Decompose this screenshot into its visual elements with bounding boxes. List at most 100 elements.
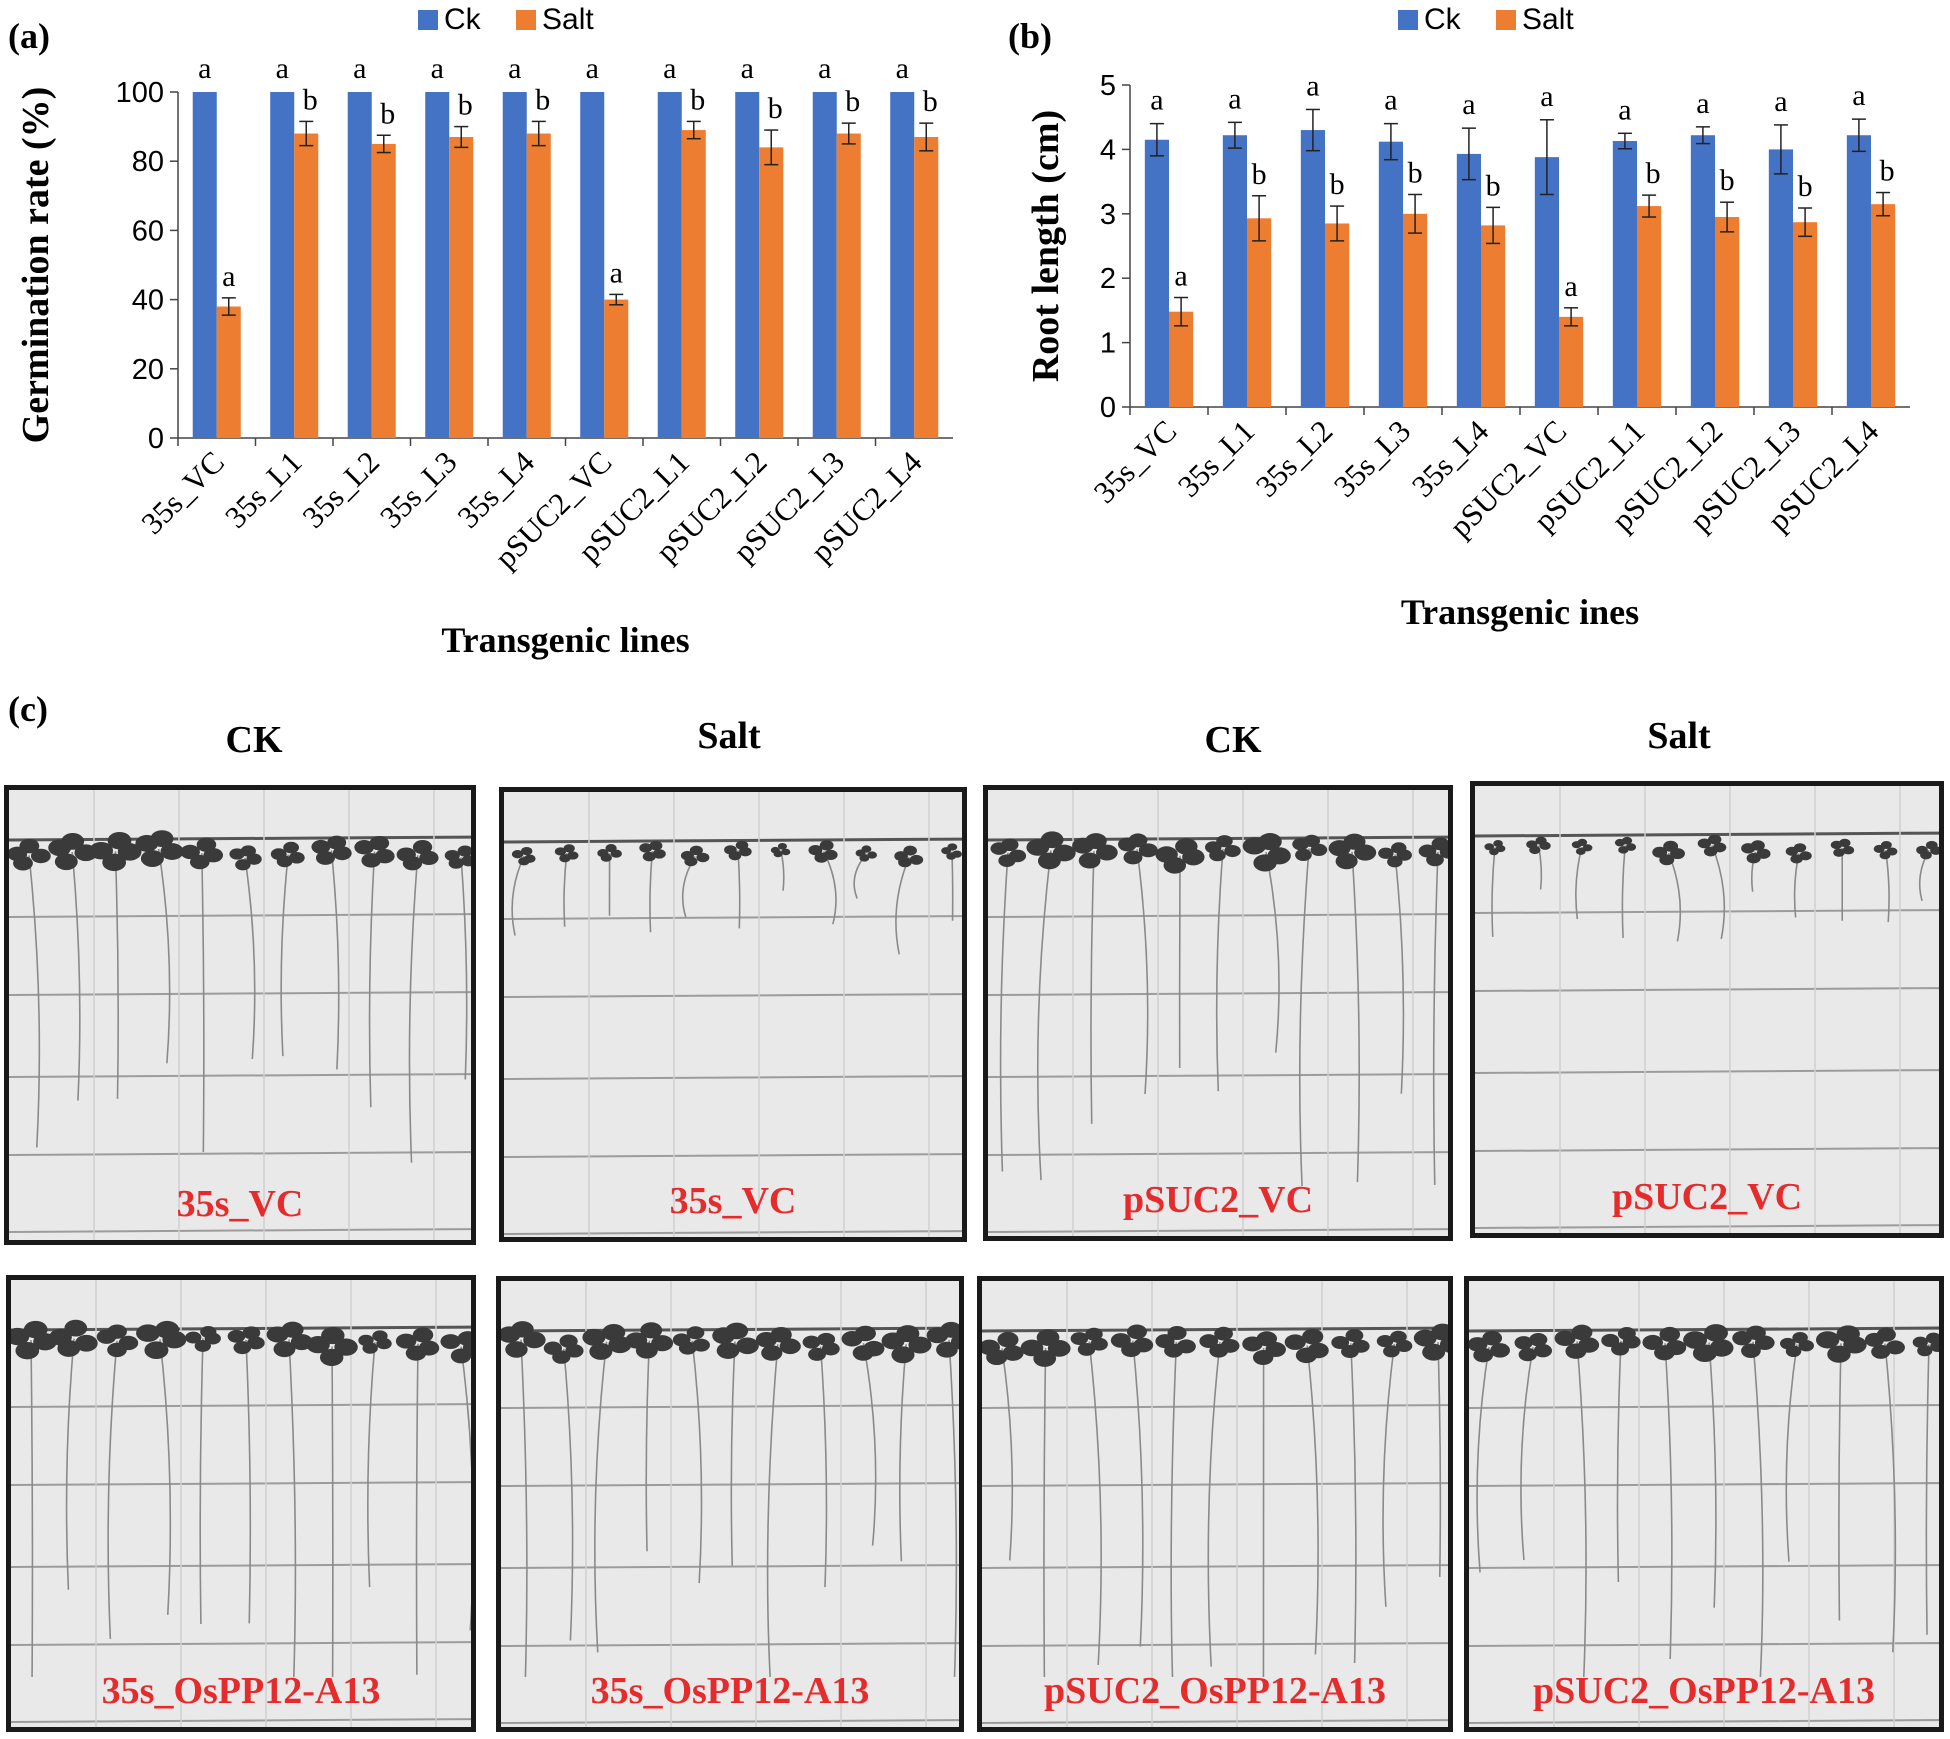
col-head-3: CK [1204, 719, 1262, 761]
bar-ck-pSUC2_L1 [657, 92, 682, 438]
seedling-leaf [625, 1332, 648, 1349]
seedling-leaf [1469, 1337, 1488, 1352]
seedling-leaf [1493, 839, 1503, 848]
seedling-root [1785, 1344, 1798, 1562]
seedling-leaf [777, 842, 787, 850]
sig-letter: a [818, 52, 831, 85]
seedling-leaf [107, 1342, 127, 1358]
seedling-leaf [1879, 851, 1891, 860]
bar-salt-pSUC2_VC [1559, 316, 1584, 407]
seedling-leaf [1002, 1345, 1024, 1361]
seedling-leaf [1746, 1325, 1766, 1341]
seedling-leaf [692, 1338, 710, 1352]
chart-a: (a) Ck Salt 0 20 40 60 80 100 Germination rate (%… [8, 3, 953, 660]
bar-salt-35s_VC [216, 306, 241, 438]
seedling-leaf [1621, 836, 1633, 845]
seedling-leaf [1413, 1329, 1437, 1347]
seedling-leaf [288, 851, 305, 864]
seedling-leaf [240, 845, 256, 857]
sig-letter: a [1306, 69, 1319, 102]
seedling-leaf [361, 853, 382, 868]
plate-grid-line [504, 837, 962, 844]
seedling-leaf [808, 1347, 826, 1361]
seedling-leaf [867, 851, 878, 859]
seedling-root [563, 1348, 574, 1641]
seedling-root [1170, 1341, 1178, 1678]
plate-grid-line [9, 1073, 471, 1078]
seedling-leaf [1256, 1331, 1278, 1347]
bar-ck-35s_L3 [425, 92, 450, 438]
seedling-leaf [1535, 836, 1547, 845]
seedling-root [819, 1346, 828, 1588]
plate-grid-line [501, 1564, 959, 1569]
seedling-leaf [1378, 847, 1394, 859]
seedling-leaf [1827, 1345, 1851, 1363]
seedling-leaf [1529, 1333, 1548, 1347]
seedling-leaf [936, 1341, 958, 1358]
legend-swatch-salt [1496, 10, 1516, 30]
seedling-leaf [1295, 1347, 1318, 1364]
seedling-leaf [1310, 843, 1328, 857]
seedling-root [1350, 1343, 1357, 1664]
seedling-root [1207, 1341, 1221, 1667]
sig-letter: b [1720, 164, 1735, 197]
photo-ck-psuc2-ospp12: pSUC2_OsPP12-A13 [977, 1276, 1453, 1732]
seedling-root [594, 1341, 608, 1653]
seedling-root [244, 857, 256, 1059]
seedling-leaf [817, 1332, 836, 1346]
bar-salt-35s_L4 [1481, 225, 1506, 407]
photo-salt-psuc2-ospp12: pSUC2_OsPP12-A13 [1464, 1276, 1944, 1732]
plate-grid-line [1475, 831, 1939, 838]
bar-salt-35s_L2 [371, 143, 396, 438]
seedling-leaf [1302, 1328, 1324, 1345]
plate-grid-line [11, 1403, 471, 1408]
plate-grid-line [988, 1228, 1448, 1233]
seedling-leaf [781, 848, 791, 856]
plate-grid-line [504, 1153, 962, 1158]
seedling-leaf [735, 840, 749, 850]
sig-letter: a [663, 52, 676, 85]
seedling-root [1265, 851, 1280, 1053]
seedling-root [30, 1339, 34, 1678]
seedling-leaf [1345, 1328, 1364, 1342]
sig-letter: b [303, 83, 318, 116]
seedling-leaf [372, 1330, 388, 1342]
plate-grid-line [9, 991, 471, 996]
seedling-leaf [696, 852, 710, 863]
plate-grid-line [1469, 1642, 1939, 1647]
seedling-leaf [1571, 1324, 1593, 1341]
seedling-leaf [1490, 1343, 1510, 1358]
seedling-leaf [563, 844, 575, 853]
seedling-leaf [689, 845, 703, 856]
seedling-root [114, 851, 120, 1099]
seedling-leaf [1376, 1335, 1394, 1348]
y-tick-label: 5 [1100, 70, 1116, 102]
col-head-4: Salt [1647, 715, 1711, 757]
seedling-leaf [354, 840, 375, 855]
seedling-leaf [319, 1348, 344, 1367]
bar-ck-35s_L2 [1300, 130, 1325, 407]
legend-swatch-salt [516, 10, 536, 30]
seedling-leaf [273, 1341, 296, 1358]
bar-salt-35s_L1 [1247, 218, 1272, 407]
seedling-root [1667, 852, 1682, 942]
seedling-leaf [311, 839, 331, 854]
x-tick-label: 35s_L3 [1327, 413, 1418, 504]
seedling-leaf [1216, 835, 1233, 848]
seedling-leaf [102, 853, 127, 872]
sig-letter: a [586, 52, 599, 85]
seedling-root [691, 1340, 703, 1584]
seedling-leaf [160, 843, 184, 860]
sig-letter: a [353, 52, 366, 85]
bar-salt-pSUC2_L2 [759, 147, 784, 439]
seedling-leaf [891, 1346, 915, 1364]
seedling-leaf [559, 854, 571, 863]
plate-grid-line [501, 1404, 959, 1409]
seedling-leaf [761, 1345, 783, 1361]
seedling-leaf [194, 1339, 211, 1352]
seedling-root [159, 1339, 172, 1615]
seedling-leaf [450, 1348, 471, 1364]
bar-salt-pSUC2_L3 [836, 133, 861, 438]
seedling-leaf [1625, 843, 1637, 851]
